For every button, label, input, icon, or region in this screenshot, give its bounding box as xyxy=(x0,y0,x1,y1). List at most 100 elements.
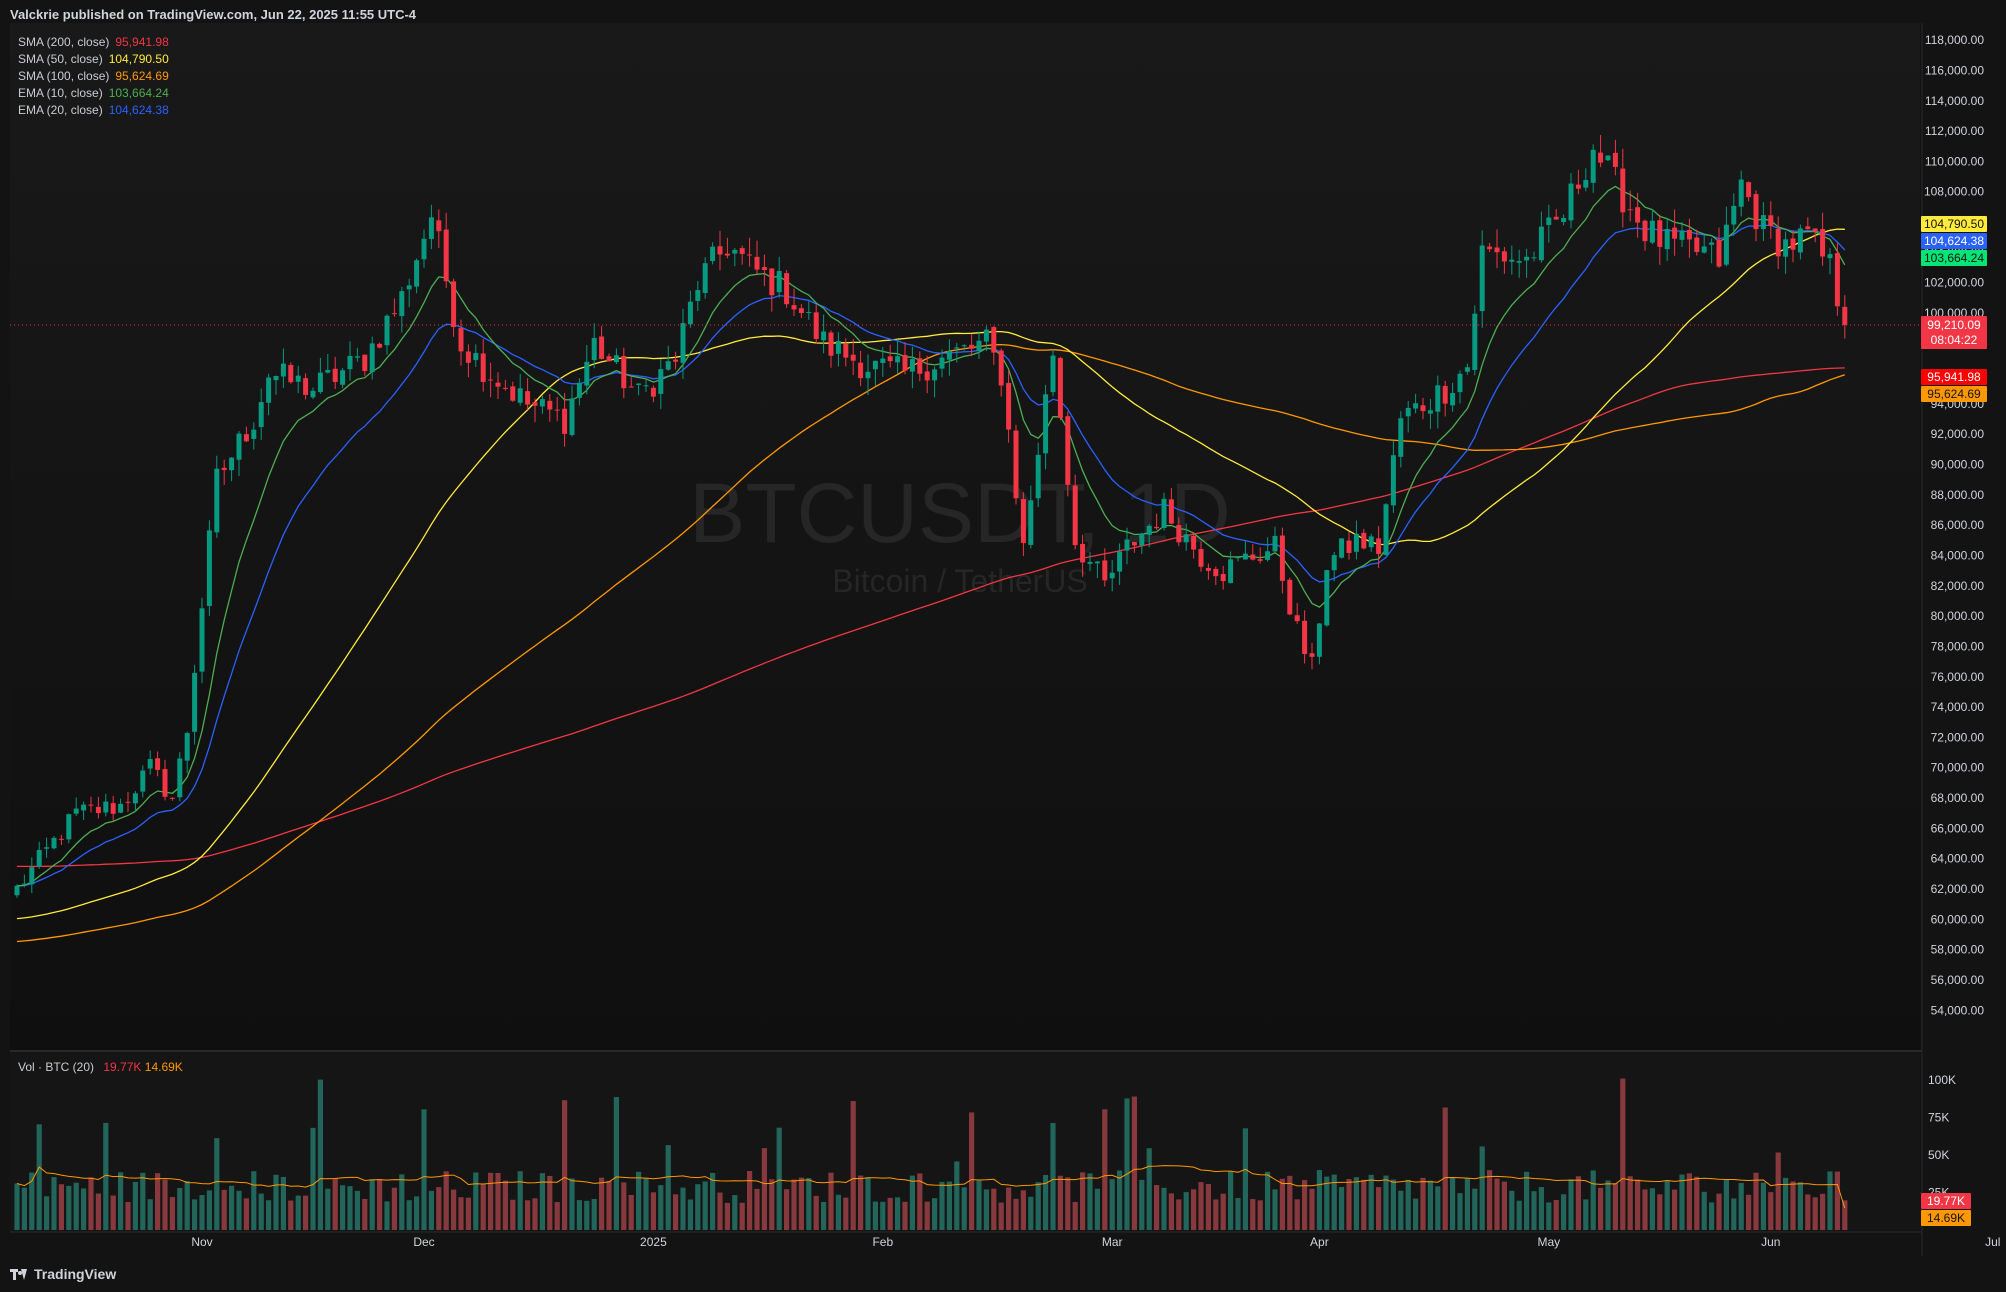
volume-tick-label: 100K xyxy=(1928,1073,1956,1087)
volume-bar xyxy=(414,1196,420,1230)
volume-bar xyxy=(125,1202,131,1230)
watermark-description: Bitcoin / TetherUS xyxy=(832,563,1088,599)
volume-bar xyxy=(369,1179,375,1230)
candle-body xyxy=(1531,257,1537,259)
price-tick-label: 116,000.00 xyxy=(1925,63,1984,77)
candle-body xyxy=(1709,242,1715,245)
volume-bar xyxy=(273,1174,279,1230)
volume-bar xyxy=(1635,1179,1641,1230)
volume-bar xyxy=(932,1198,938,1230)
legend-name: EMA (20, close) xyxy=(18,103,103,117)
volume-bar xyxy=(1834,1171,1840,1230)
volume-bar xyxy=(1605,1180,1611,1230)
volume-bar xyxy=(939,1181,945,1230)
volume-bar xyxy=(636,1171,642,1230)
legend-value: 95,941.98 xyxy=(115,35,169,49)
price-tick-label: 90,000.00 xyxy=(1931,458,1985,472)
price-badge-ema20 xyxy=(1921,233,1987,249)
volume-bar xyxy=(813,1195,819,1230)
volume-bar xyxy=(1368,1174,1374,1230)
candle-body xyxy=(1117,551,1123,572)
candle-body xyxy=(717,246,723,255)
volume-bar xyxy=(1450,1177,1456,1230)
candle-body xyxy=(1731,205,1737,225)
volume-bar xyxy=(1390,1179,1396,1230)
candle-body xyxy=(1154,526,1160,529)
candle-body xyxy=(1442,385,1448,404)
candle-body xyxy=(1827,254,1833,259)
volume-bar xyxy=(961,1187,967,1230)
candle-body xyxy=(1620,168,1626,213)
candle-body xyxy=(1257,559,1263,561)
candle-body xyxy=(1302,620,1308,654)
candle-body xyxy=(991,327,997,353)
candle-body xyxy=(547,400,553,410)
candle-body xyxy=(51,837,57,849)
volume-bar xyxy=(1250,1199,1256,1230)
volume-bar xyxy=(1753,1172,1759,1230)
candle-body xyxy=(761,267,767,271)
volume-bar xyxy=(465,1197,471,1230)
candle-body xyxy=(480,353,486,382)
candle-body xyxy=(1198,549,1204,567)
candle-body xyxy=(872,360,878,370)
volume-bar xyxy=(643,1178,649,1230)
volume-bar xyxy=(613,1097,619,1230)
volume-bar xyxy=(850,1101,856,1230)
candle-body xyxy=(1220,573,1226,582)
volume-bar xyxy=(1509,1190,1515,1230)
candle-body xyxy=(406,285,412,290)
candle-body xyxy=(1494,247,1500,253)
volume-bar xyxy=(473,1172,479,1230)
volume-bar xyxy=(754,1188,760,1230)
volume-bar xyxy=(1057,1175,1063,1230)
candle-body xyxy=(1768,215,1774,227)
tradingview-logo-icon[interactable] xyxy=(10,1268,28,1280)
candle-body xyxy=(280,363,286,377)
candle-body xyxy=(1361,532,1367,549)
candle-body xyxy=(1324,570,1330,626)
candle-body xyxy=(125,801,131,803)
price-axis: 54,000.00 56,000.00 58,000.00 60,000.00 62,0… xyxy=(1924,33,1984,1017)
volume-bar xyxy=(214,1138,220,1230)
candle-body xyxy=(954,347,960,349)
candle-body xyxy=(199,608,205,672)
volume-tick-label: 50K xyxy=(1928,1148,1949,1162)
candle-body xyxy=(288,364,294,383)
volume-bar xyxy=(702,1181,708,1230)
candle-body xyxy=(243,434,249,442)
candle-body xyxy=(110,803,116,814)
volume-bar xyxy=(680,1187,686,1230)
volume-bar xyxy=(81,1188,87,1230)
indicator-legend: SMA (200, close) 95,941.98 SMA (50, close)… xyxy=(18,34,169,119)
candle-body xyxy=(1065,416,1071,485)
volume-bar xyxy=(695,1184,701,1230)
candle-body xyxy=(673,359,679,362)
time-tick-label: Jul xyxy=(1985,1235,2000,1249)
volume-bar xyxy=(665,1145,671,1230)
candle-body xyxy=(310,390,316,398)
volume-bar xyxy=(880,1201,886,1230)
tradingview-logo-text[interactable]: TradingView xyxy=(34,1266,117,1282)
volume-bar xyxy=(1553,1199,1559,1230)
volume-bar xyxy=(525,1200,531,1230)
time-tick-label: May xyxy=(1537,1235,1560,1249)
candle-body xyxy=(747,254,753,256)
volume-bar xyxy=(784,1189,790,1230)
volume-bar xyxy=(1686,1173,1692,1230)
volume-bar xyxy=(599,1177,605,1230)
volume-bar xyxy=(747,1170,753,1230)
candle-body xyxy=(1716,239,1722,267)
volume-bar xyxy=(1768,1192,1774,1230)
time-tick-label: Nov xyxy=(191,1235,212,1249)
price-tick-label: 58,000.00 xyxy=(1931,943,1985,957)
candle-body xyxy=(95,806,101,814)
candle-body xyxy=(1797,228,1803,253)
candle-body xyxy=(1642,220,1648,242)
legend-name: SMA (100, close) xyxy=(18,69,110,83)
volume-bar xyxy=(1842,1200,1848,1230)
time-tick-label: Feb xyxy=(872,1235,893,1249)
volume-bar xyxy=(769,1179,775,1230)
